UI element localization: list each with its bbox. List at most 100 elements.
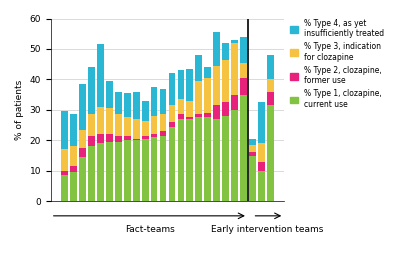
Bar	[258, 171, 265, 201]
Bar	[222, 60, 229, 102]
Bar	[267, 92, 274, 105]
Bar	[97, 107, 104, 134]
Bar	[79, 157, 86, 201]
Bar	[204, 78, 211, 113]
Bar	[151, 134, 158, 137]
Bar	[124, 136, 131, 140]
Bar	[196, 81, 202, 114]
Bar	[213, 32, 220, 66]
Bar	[240, 78, 247, 95]
Bar	[61, 149, 68, 171]
Bar	[222, 116, 229, 201]
Bar	[267, 55, 274, 80]
Bar	[213, 66, 220, 105]
Bar	[169, 73, 175, 105]
Bar	[70, 172, 77, 201]
Bar	[249, 156, 256, 201]
Bar	[151, 137, 158, 201]
Bar	[142, 139, 148, 201]
Bar	[240, 95, 247, 201]
Bar	[267, 105, 274, 201]
Bar	[160, 131, 166, 136]
Bar	[70, 146, 77, 166]
Bar	[169, 122, 175, 127]
Bar	[79, 84, 86, 130]
Bar	[231, 110, 238, 201]
Bar	[97, 44, 104, 107]
Bar	[178, 119, 184, 201]
Bar	[142, 136, 148, 139]
Bar	[97, 134, 104, 143]
Text: Fact-teams: Fact-teams	[126, 225, 175, 234]
Bar	[124, 140, 131, 201]
Bar	[88, 114, 95, 136]
Bar	[61, 175, 68, 201]
Bar	[124, 93, 131, 117]
Bar	[160, 114, 166, 131]
Legend: % Type 4, as yet
insufficiently treated, % Type 3, indication
for clozapine, % T: % Type 4, as yet insufficiently treated,…	[290, 19, 384, 109]
Bar	[222, 43, 229, 60]
Bar	[258, 162, 265, 171]
Bar	[115, 114, 122, 136]
Bar	[178, 99, 184, 114]
Y-axis label: % of patients: % of patients	[15, 80, 24, 140]
Bar	[186, 69, 193, 101]
Bar	[178, 114, 184, 119]
Bar	[151, 87, 158, 116]
Bar	[258, 143, 265, 162]
Text: Early intervention teams: Early intervention teams	[211, 225, 323, 234]
Bar	[115, 92, 122, 114]
Bar	[169, 105, 175, 122]
Bar	[213, 105, 220, 119]
Bar	[88, 146, 95, 201]
Bar	[106, 142, 113, 201]
Bar	[133, 119, 140, 139]
Bar	[240, 63, 247, 78]
Bar	[204, 117, 211, 201]
Bar	[133, 92, 140, 119]
Bar	[249, 145, 256, 152]
Bar	[142, 101, 148, 121]
Bar	[169, 127, 175, 201]
Bar	[196, 55, 202, 81]
Bar	[88, 136, 95, 146]
Bar	[106, 108, 113, 134]
Bar	[196, 114, 202, 117]
Bar	[186, 101, 193, 117]
Bar	[231, 40, 238, 43]
Bar	[249, 139, 256, 145]
Bar	[231, 43, 238, 95]
Bar	[249, 152, 256, 156]
Bar	[97, 143, 104, 201]
Bar	[115, 136, 122, 142]
Bar	[133, 139, 140, 140]
Bar	[115, 142, 122, 201]
Bar	[196, 117, 202, 201]
Bar	[222, 102, 229, 116]
Bar	[186, 117, 193, 119]
Bar	[213, 119, 220, 201]
Bar	[204, 113, 211, 117]
Bar	[240, 37, 247, 63]
Bar	[160, 89, 166, 114]
Bar	[160, 136, 166, 201]
Bar	[106, 81, 113, 108]
Bar	[186, 119, 193, 201]
Bar	[106, 134, 113, 142]
Bar	[79, 148, 86, 157]
Bar	[267, 80, 274, 92]
Bar	[231, 95, 238, 110]
Bar	[204, 67, 211, 78]
Bar	[70, 114, 77, 146]
Bar	[61, 111, 68, 149]
Bar	[142, 121, 148, 136]
Bar	[124, 117, 131, 136]
Bar	[151, 116, 158, 134]
Bar	[79, 130, 86, 148]
Bar	[61, 171, 68, 175]
Bar	[88, 67, 95, 114]
Bar	[258, 102, 265, 143]
Bar	[70, 166, 77, 172]
Bar	[178, 70, 184, 99]
Bar	[133, 140, 140, 201]
